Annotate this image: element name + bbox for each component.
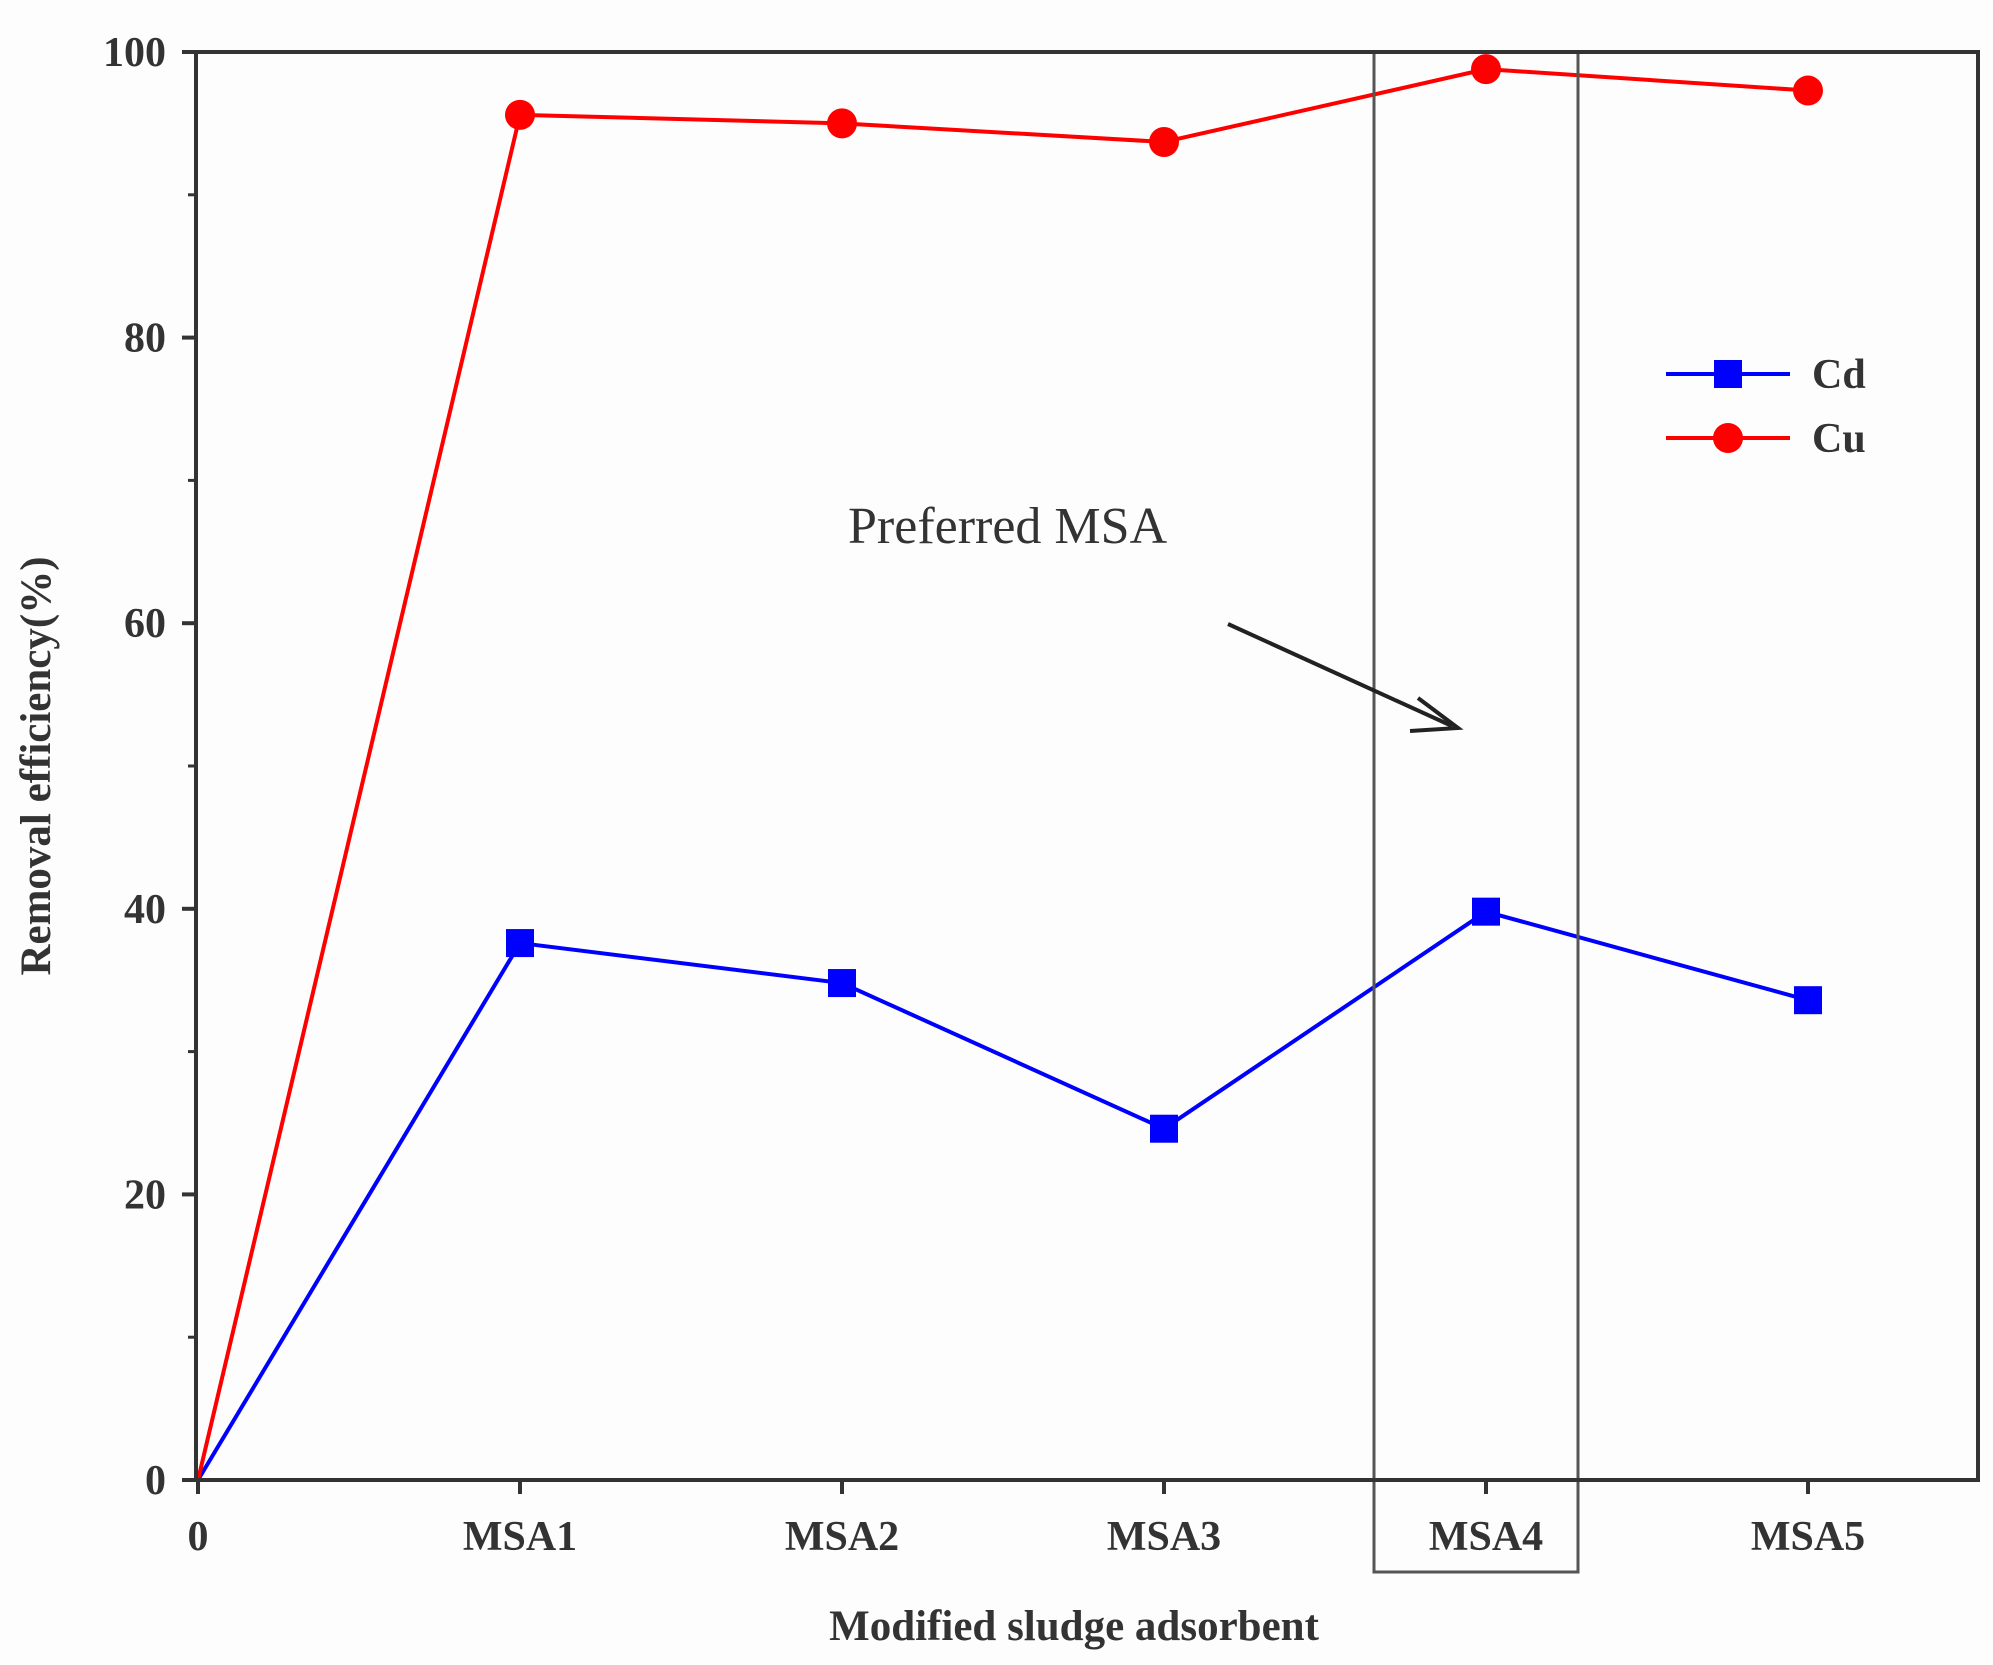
- x-tick-label-MSA5: MSA5: [1751, 1514, 1865, 1560]
- y-tick-label-80: 80: [124, 316, 166, 362]
- x-tick-label-MSA2: MSA2: [785, 1514, 899, 1560]
- legend-marker-cu: [1713, 423, 1743, 453]
- legend-marker-cd: [1714, 360, 1742, 388]
- data-point-cu-msa1: [505, 99, 535, 130]
- data-point-cu-msa2: [827, 108, 857, 139]
- data-point-cd-msa2: [828, 969, 856, 998]
- data-point-cu-msa5: [1793, 75, 1823, 106]
- annotation-arrow-head: [1409, 696, 1464, 733]
- y-tick-label-60: 60: [124, 601, 166, 647]
- x-tick-label-MSA1: MSA1: [463, 1514, 577, 1560]
- legend-label-cd: Cd: [1812, 352, 1866, 398]
- legend-label-cu: Cu: [1812, 416, 1866, 462]
- y-tick-label-0: 0: [145, 1458, 166, 1504]
- series-line-cd: [196, 909, 1809, 1482]
- series-line-cu: [196, 67, 1809, 1481]
- data-point-cd-msa4: [1472, 897, 1500, 926]
- data-point-cd-msa1: [506, 929, 534, 958]
- annotation-text: Preferred MSA: [848, 498, 1168, 555]
- annotation: Preferred MSA: [848, 498, 1464, 733]
- y-tick-label-40: 40: [124, 887, 166, 933]
- legend: Cd Cu: [1666, 352, 1866, 462]
- x-tick-label-0: 0: [188, 1514, 209, 1560]
- data-point-cu-msa4: [1471, 54, 1501, 85]
- x-axis-title: Modified sludge adsorbent: [829, 1603, 1319, 1650]
- annotation-arrow-shaft: [1227, 622, 1453, 728]
- x-tick-label-MSA4: MSA4: [1429, 1514, 1543, 1560]
- y-tick-label-20: 20: [124, 1172, 166, 1218]
- data-point-cu-msa3: [1149, 126, 1179, 157]
- y-tick-label-100: 100: [103, 30, 166, 76]
- y-axis-title: Removal efficiency(%): [13, 556, 60, 975]
- x-tick-label-MSA3: MSA3: [1107, 1514, 1221, 1560]
- data-point-cd-msa5: [1794, 986, 1822, 1015]
- data-point-cd-msa3: [1150, 1114, 1178, 1143]
